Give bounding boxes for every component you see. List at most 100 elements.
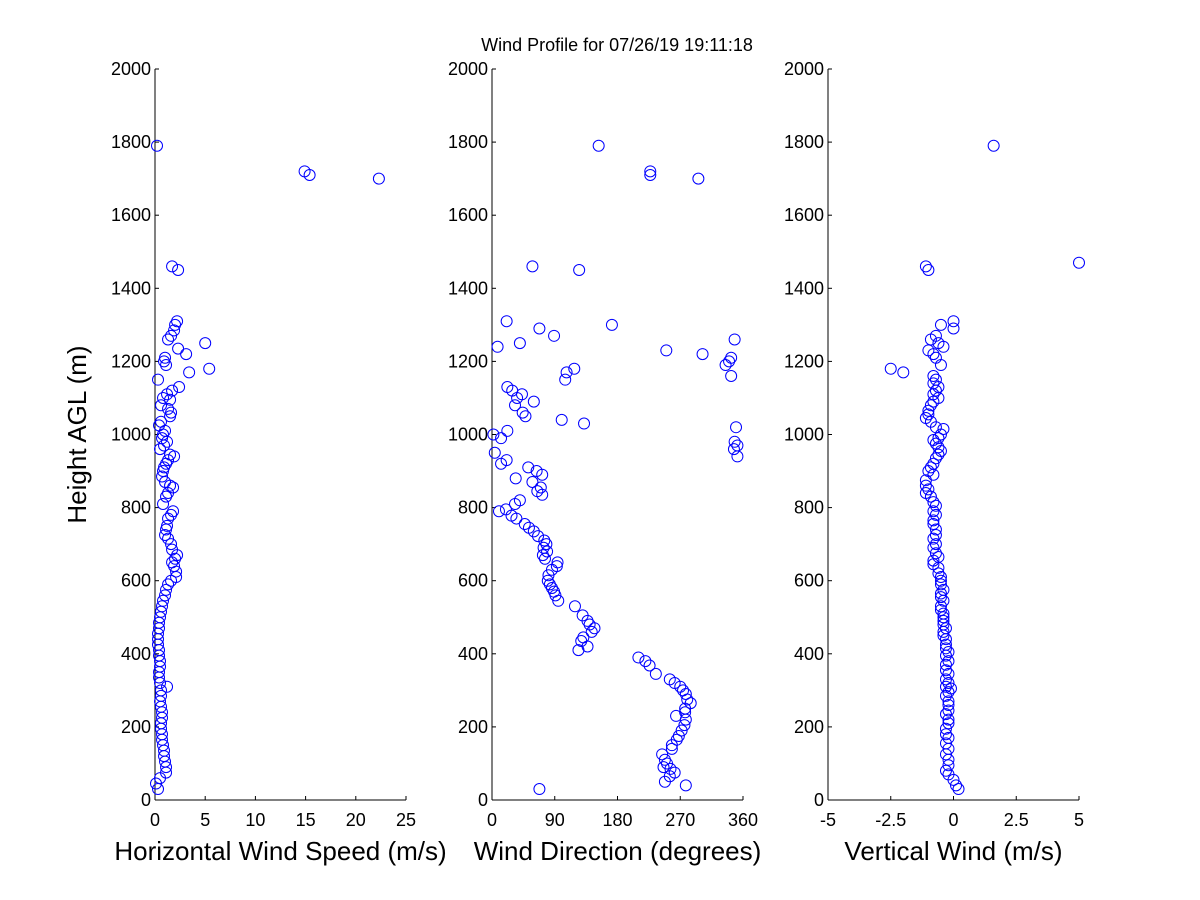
direction-data-point [526,476,539,489]
vertical-data-point [927,541,940,554]
direction-data-point [527,525,540,538]
direction-data-point [532,530,545,543]
vertical-data-point [939,722,952,735]
direction-data-point [509,497,522,510]
direction-data-point [536,488,549,501]
vertical-data-point [927,532,940,545]
vertical-data-point [929,499,942,512]
vertical-data-point [950,779,963,792]
speed-y-tick-label: 1400 [111,278,151,298]
speed-data-point [160,359,173,372]
horizontal-wind-speed-panel: 0 200 400 600 800 1000 1200 1400 1600 1800 2000 0 5 1… [62,59,447,866]
speed-data-point [199,337,212,350]
direction-data-point [581,614,594,627]
speed-data-point [172,342,185,355]
vertical-data-point [934,591,947,604]
direction-data-point [509,399,522,412]
direction-x-tick-label: 360 [728,810,758,830]
speed-y-tick-label: 400 [121,644,151,664]
direction-y-tick-label: 1000 [448,425,488,445]
vertical-y-tick-label: 1400 [784,278,824,298]
direction-x-tick-label: 270 [665,810,695,830]
vertical-data-point [924,461,937,474]
direction-data-point [643,659,656,672]
direction-data-point [510,512,523,525]
vertical-data-point [922,404,935,417]
direction-data-point [578,417,591,430]
direction-x-axis-label: Wind Direction (degrees) [474,836,762,866]
vertical-y-tick-label: 1200 [784,351,824,371]
vertical-data-point [929,523,942,536]
speed-data-point [157,391,170,404]
speed-x-axis-label: Horizontal Wind Speed (m/s) [114,836,446,866]
speed-data-point [180,348,193,361]
direction-data-point [672,730,685,743]
vertical-data-point [937,625,950,638]
direction-data-point [500,315,513,328]
speed-data-point [183,366,196,379]
direction-data-point [678,719,691,732]
vertical-data-point [942,717,955,730]
speed-y-tick-label: 1000 [111,425,151,445]
vertical-data-point [919,260,932,273]
speed-x-tick-label: 20 [346,810,366,830]
vertical-data-point [927,505,940,518]
direction-data-point [660,344,673,357]
direction-data-point [491,340,504,353]
vertical-data-point [937,340,950,353]
vertical-wind-panel: 0 200 400 600 800 1000 1200 1400 1600 1800 2000 -5 -… [784,59,1085,866]
direction-data-point [568,362,581,375]
speed-x-tick-label: 0 [150,810,160,830]
vertical-x-tick-label: -2.5 [875,810,906,830]
speed-data-point [159,589,172,602]
speed-data-point [169,318,182,331]
vertical-y-tick-label: 600 [794,571,824,591]
speed-data-point [153,671,166,684]
speed-data-point [162,532,175,545]
vertical-data-point [932,432,945,445]
vertical-y-tick-label: 1800 [784,132,824,152]
speed-y-tick-label: 600 [121,571,151,591]
direction-data-point [731,450,744,463]
direction-data-point [644,168,657,181]
speed-data-point [156,470,169,483]
direction-y-tick-label: 1200 [448,351,488,371]
vertical-data-point [942,698,955,711]
speed-data-point [165,508,178,521]
direction-x-tick-label: 0 [487,810,497,830]
direction-y-tick-label: 1600 [448,205,488,225]
vertical-data-point [932,561,945,574]
vertical-data-point [922,264,935,277]
vertical-data-point [922,483,935,496]
vertical-data-point [927,514,940,527]
vertical-data-point [947,773,960,786]
direction-y-tick-label: 2000 [448,59,488,79]
direction-data-point [728,333,741,346]
direction-y-tick-label: 400 [458,644,488,664]
vertical-data-point [942,713,955,726]
vertical-data-point [884,362,897,375]
vertical-data-point [987,139,1000,152]
vertical-x-tick-label: 0 [948,810,958,830]
vertical-y-tick-label: 400 [794,644,824,664]
vertical-data-point [934,574,947,587]
direction-data-point [559,373,572,386]
vertical-data-point [929,538,942,551]
direction-y-tick-label: 600 [458,571,488,591]
direction-data-point [501,424,514,437]
speed-data-point [164,410,177,423]
vertical-data-point [924,333,937,346]
speed-data-point [168,450,181,463]
vertical-y-tick-label: 1000 [784,425,824,445]
direction-data-point [692,172,705,185]
direction-data-point [730,421,743,434]
vertical-y-tick-label: 2000 [784,59,824,79]
direction-data-point [664,762,677,775]
speed-y-tick-label: 1800 [111,132,151,152]
direction-data-point [696,348,709,361]
vertical-data-point [939,748,952,761]
speed-data-point [165,538,178,551]
speed-y-tick-label: 1200 [111,351,151,371]
